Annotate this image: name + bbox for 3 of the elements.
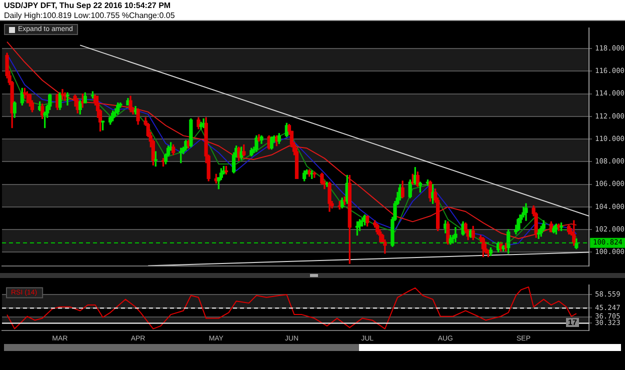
chart-subtitle: Daily High:100.819 Low:100.755 %Change:0.05 [4, 10, 176, 20]
annotation: 17 [566, 318, 579, 327]
chart-title: USD/JPY DFT, Thu Sep 22 2016 10:54:27 PM [4, 1, 172, 10]
